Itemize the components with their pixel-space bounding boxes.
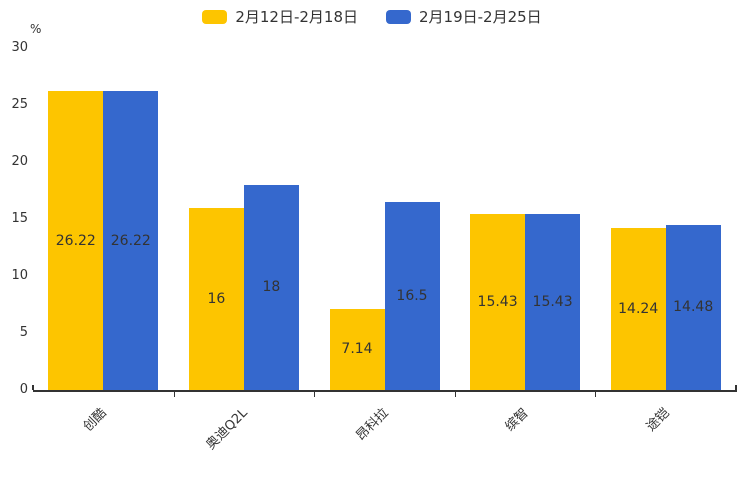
bar-series-2-昂科拉 <box>384 201 440 390</box>
bar-value-label: 26.22 <box>110 232 151 249</box>
y-axis-tick-label: 0 <box>19 382 28 397</box>
bar-series-1-创酷 <box>48 91 104 390</box>
x-axis-tick <box>595 392 597 397</box>
bar-value-label: 14.24 <box>618 300 659 317</box>
y-axis-tick-label: 15 <box>11 211 28 226</box>
bar-series-2-缤智 <box>525 214 581 390</box>
category-label: 缤智 <box>502 405 532 435</box>
category-label: 途铠 <box>643 405 673 435</box>
y-axis-tick-label: 30 <box>11 40 28 55</box>
bar-series-2-奥迪Q2L <box>243 184 299 390</box>
bar-value-label: 14.48 <box>673 299 714 316</box>
bar-value-label: 15.43 <box>532 294 573 311</box>
y-axis-tick-label: 5 <box>19 325 28 340</box>
bar-series-2-创酷 <box>103 91 159 390</box>
bar-series-1-昂科拉 <box>329 308 385 390</box>
bar-value-label: 16.5 <box>396 287 428 304</box>
x-axis-tick <box>314 392 316 397</box>
bar-value-label: 15.43 <box>477 294 518 311</box>
x-axis-line <box>33 390 737 392</box>
y-axis-tick-label: 25 <box>11 97 28 112</box>
bar-series-1-途铠 <box>610 227 666 390</box>
bar-value-label: 18 <box>262 279 281 296</box>
bar-series-1-奥迪Q2L <box>188 207 244 390</box>
legend-label: 2月12日-2月18日 <box>235 8 358 26</box>
bar-value-label: 26.22 <box>55 232 96 249</box>
y-axis-unit-label: % <box>30 22 42 36</box>
legend: 2月12日-2月18日 2月19日-2月25日 <box>0 6 744 27</box>
legend-item-series-1[interactable]: 2月12日-2月18日 <box>202 6 358 27</box>
y-axis-tick-label: 10 <box>11 268 28 283</box>
x-axis-tick <box>735 385 737 390</box>
bar-series-1-缤智 <box>470 214 526 390</box>
legend-swatch-icon <box>202 9 228 24</box>
x-axis-tick <box>454 392 456 397</box>
bar-series-2-途铠 <box>665 224 721 390</box>
category-label: 创酷 <box>81 405 111 435</box>
legend-item-series-2[interactable]: 2月19日-2月25日 <box>386 6 542 27</box>
bar-value-label: 7.14 <box>341 341 373 358</box>
x-axis-tick <box>173 392 175 397</box>
bar-value-label: 16 <box>207 290 226 307</box>
y-axis-tick-label: 20 <box>11 154 28 169</box>
category-label: 奥迪Q2L <box>203 405 251 453</box>
x-axis-tick <box>32 385 34 390</box>
category-label: 昂科拉 <box>353 405 392 444</box>
legend-swatch-icon <box>386 9 411 24</box>
legend-label: 2月19日-2月25日 <box>419 8 542 26</box>
